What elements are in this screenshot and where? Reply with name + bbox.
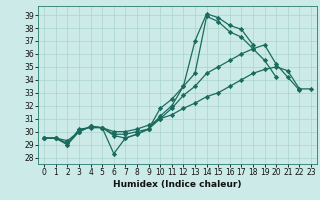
X-axis label: Humidex (Indice chaleur): Humidex (Indice chaleur) [113, 180, 242, 189]
